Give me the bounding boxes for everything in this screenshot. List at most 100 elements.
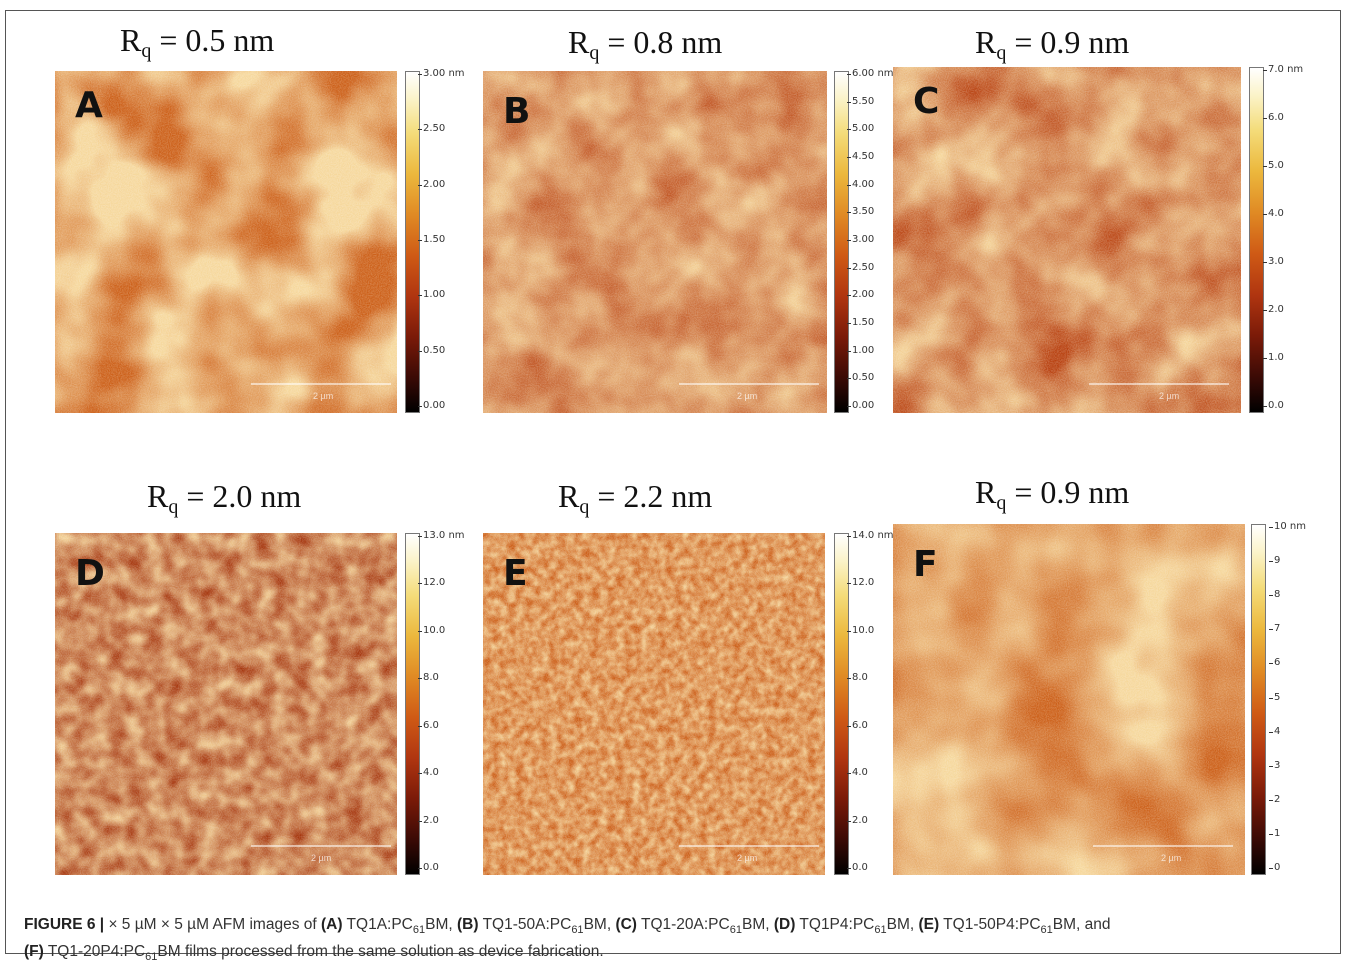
colorbar-tick-label: 2.0 <box>1263 304 1284 315</box>
afm-texture <box>483 533 825 875</box>
colorbar-tick-label: 10.0 <box>846 624 875 636</box>
rq-label-d: Rq = 2.0 nm <box>147 478 302 518</box>
scale-bar-label: 2 µm <box>311 853 332 863</box>
colorbar-tick-label: 4 <box>1268 725 1281 737</box>
panel-letter-b: B <box>503 91 531 132</box>
colorbar-tick-label: 13.0 nm <box>418 530 465 541</box>
scale-bar-label: 2 µm <box>737 391 758 401</box>
colorbar-tick-label: 7 <box>1268 623 1281 635</box>
colorbar-tick-label: 6.00 nm <box>847 68 894 79</box>
colorbar-tick-label: 5 <box>1268 691 1281 703</box>
scale-bar <box>1093 845 1233 847</box>
colorbar-tick-label: 8.0 <box>847 672 868 684</box>
colorbar-tick-label: 1.50 <box>846 317 875 328</box>
panel-letter-e: E <box>503 553 528 594</box>
colorbar-tick-label: 3 <box>1268 759 1281 771</box>
colorbar-tick-label: 2.0 <box>847 814 868 826</box>
scale-bar-label: 2 µm <box>1159 391 1180 401</box>
colorbar-tick-label: 4.0 <box>1263 208 1284 219</box>
colorbar-tick-label: 0.00 <box>417 400 446 411</box>
colorbar-tick-label: 4.0 <box>847 767 868 779</box>
colorbar-tick-label: 3.50 <box>846 206 875 218</box>
colorbar-tick-label: 3.00 <box>846 234 875 245</box>
colorbar-a <box>405 71 420 413</box>
colorbar-tick-label: 14.0 nm <box>847 530 894 541</box>
colorbar-tick-label: 8.0 <box>418 672 439 684</box>
colorbar-tick-label: 5.50 <box>846 95 875 107</box>
afm-texture <box>893 524 1245 875</box>
colorbar-tick-label: 9 <box>1268 555 1281 567</box>
colorbar-tick-label: 5.00 <box>846 123 875 135</box>
scale-bar-label: 2 µm <box>1161 853 1182 863</box>
colorbar-tick-label: 1.00 <box>417 289 446 301</box>
afm-image-a: A 2 µm <box>55 71 397 413</box>
colorbar-tick-label: 0 <box>1268 862 1281 873</box>
panel-letter-f: F <box>913 544 938 585</box>
colorbar-d <box>405 533 420 875</box>
afm-texture <box>893 67 1241 413</box>
colorbar-tick-label: 12.0 <box>846 577 875 589</box>
panel-letter-d: D <box>75 553 105 594</box>
colorbar-tick-label: 4.50 <box>846 151 875 162</box>
afm-image-c: C 2 µm <box>893 67 1241 413</box>
colorbar-tick-label: 4.00 <box>846 178 875 190</box>
colorbar-tick-label: 2.00 <box>846 289 875 301</box>
colorbar-tick-label: 6.0 <box>418 719 439 731</box>
scale-bar <box>1089 383 1229 385</box>
rq-label-e: Rq = 2.2 nm <box>558 478 713 518</box>
colorbar-tick-label: 1.00 <box>846 344 875 356</box>
afm-image-e: E 2 µm <box>483 533 825 875</box>
scale-bar-label: 2 µm <box>737 853 758 863</box>
colorbar-tick-label: 7.0 nm <box>1262 64 1304 75</box>
colorbar-tick-label: 10 nm <box>1269 521 1306 532</box>
colorbar-tick-label: 10.0 <box>417 624 446 636</box>
colorbar-tick-label: 0.0 <box>418 862 439 873</box>
rq-label-f: Rq = 0.9 nm <box>975 474 1130 514</box>
colorbar-tick-label: 2.0 <box>418 814 439 826</box>
colorbar-tick-label: 1.50 <box>417 234 446 245</box>
colorbar-f <box>1251 524 1266 875</box>
colorbar-c <box>1249 67 1264 413</box>
colorbar-tick-label: 2.50 <box>417 123 446 135</box>
figure-caption: FIGURE 6 | × 5 µM × 5 µM AFM images of (… <box>24 916 1111 964</box>
afm-texture <box>55 71 397 413</box>
colorbar-tick-label: 0.0 <box>1263 400 1284 411</box>
scale-bar-label: 2 µm <box>313 391 334 401</box>
colorbar-tick-label: 3.00 nm <box>418 68 465 79</box>
colorbar-tick-label: 12.0 <box>417 577 446 589</box>
colorbar-b <box>834 71 849 413</box>
figure-label: FIGURE 6 | <box>24 916 105 933</box>
colorbar-tick-label: 4.0 <box>418 767 439 779</box>
colorbar-tick-label: 0.50 <box>846 372 875 384</box>
colorbar-tick-label: 6.0 <box>1263 112 1284 123</box>
scale-bar <box>251 383 391 385</box>
panel-letter-a: A <box>75 85 103 126</box>
afm-image-f: F 2 µm <box>893 524 1245 875</box>
rq-label-a: Rq = 0.5 nm <box>120 22 275 62</box>
colorbar-tick-label: 6 <box>1268 657 1281 669</box>
figure-frame <box>5 10 1341 954</box>
scale-bar <box>679 383 819 385</box>
colorbar-tick-label: 0.00 <box>846 400 875 411</box>
rq-label-c: Rq = 0.9 nm <box>975 24 1130 64</box>
colorbar-tick-label: 2 <box>1268 793 1281 805</box>
colorbar-tick-label: 2.50 <box>846 261 875 273</box>
afm-texture <box>483 71 827 413</box>
colorbar-tick-label: 6.0 <box>847 719 868 731</box>
colorbar-tick-label: 0.0 <box>847 862 868 873</box>
colorbar-e <box>834 533 849 875</box>
colorbar-tick-label: 0.50 <box>417 344 446 356</box>
colorbar-tick-label: 3.0 <box>1263 256 1284 267</box>
afm-image-d: D 2 µm <box>55 533 397 875</box>
scale-bar <box>251 845 391 847</box>
colorbar-tick-label: 1.0 <box>1263 352 1284 363</box>
colorbar-tick-label: 5.0 <box>1263 160 1284 171</box>
colorbar-tick-label: 2.00 <box>417 178 446 190</box>
panel-letter-c: C <box>913 81 940 122</box>
rq-label-b: Rq = 0.8 nm <box>568 24 723 64</box>
scale-bar <box>679 845 819 847</box>
colorbar-tick-label: 1 <box>1268 827 1281 839</box>
afm-image-b: B 2 µm <box>483 71 827 413</box>
colorbar-tick-label: 8 <box>1268 589 1281 601</box>
afm-texture <box>55 533 397 875</box>
